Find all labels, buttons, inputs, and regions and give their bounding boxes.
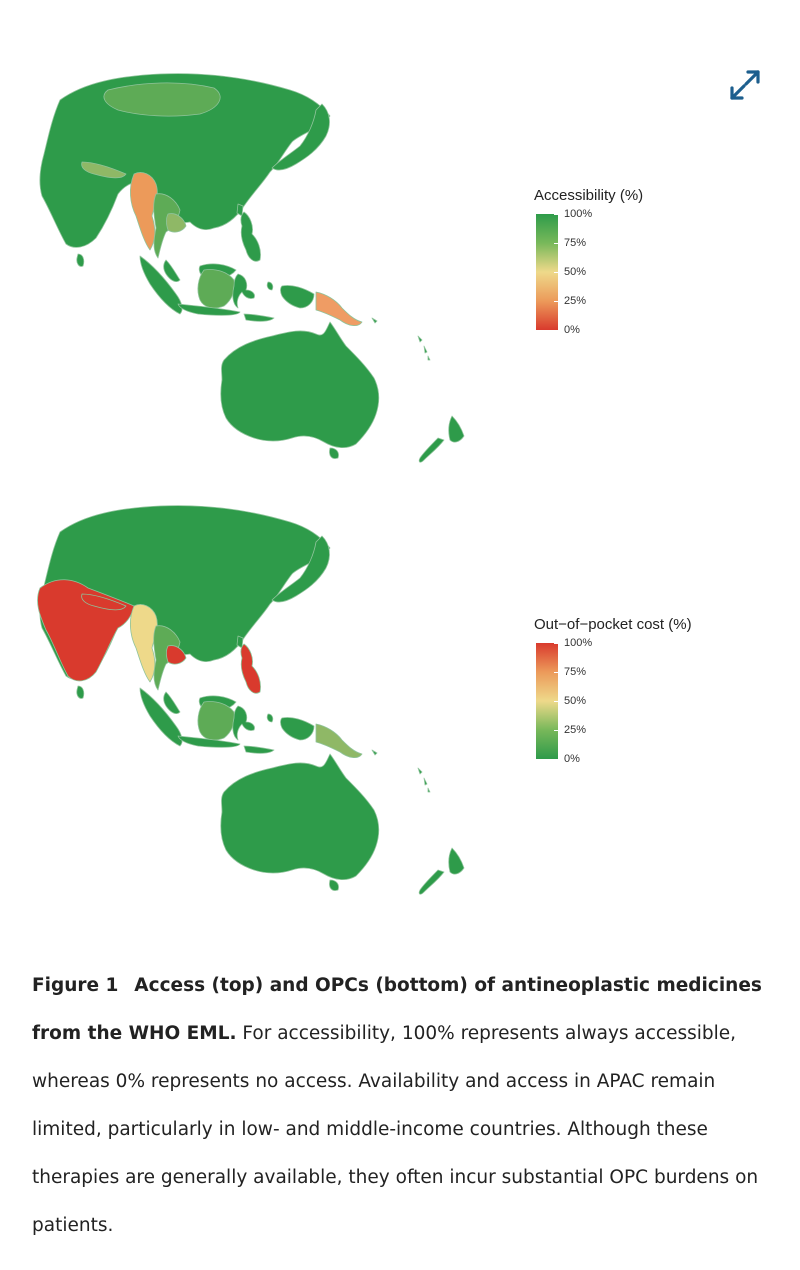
region-australia <box>220 321 380 448</box>
region-sulawesi <box>232 705 255 741</box>
legend-title: Out−of−pocket cost (%) <box>534 616 692 633</box>
region-asia-mainland <box>39 73 331 248</box>
region-papua-new-guinea <box>315 723 363 758</box>
legend-color-bar <box>536 214 558 330</box>
region-papua-new-guinea <box>315 291 363 326</box>
out-of-pocket-map <box>37 505 465 895</box>
region-sri-lanka <box>76 685 85 699</box>
legend-tick-mark <box>554 759 558 760</box>
region-borneo <box>197 269 235 309</box>
region-nepal-bhutan <box>81 161 127 179</box>
legend-color-bar <box>536 643 558 759</box>
legend-tick-label: 50% <box>564 266 587 278</box>
region-new-guinea-west <box>280 717 315 741</box>
region-mongolia <box>103 82 221 117</box>
region-sumatra <box>139 687 183 747</box>
region-pacific-islands <box>371 317 431 361</box>
figure-description: For accessibility, 100% represents alway… <box>32 1023 759 1236</box>
region-sumatra <box>139 255 183 315</box>
legend-tick-mark <box>554 243 558 244</box>
legend-tick-label: 100% <box>564 637 593 649</box>
region-sri-lanka <box>76 253 85 267</box>
region-pacific-islands <box>371 749 431 793</box>
region-java <box>177 735 241 748</box>
legend-tick-mark <box>554 272 558 273</box>
region-java <box>177 303 241 316</box>
region-nepal-bhutan <box>81 593 127 611</box>
region-myanmar <box>130 604 158 683</box>
region-new-guinea-west <box>280 285 315 309</box>
region-borneo <box>197 701 235 741</box>
region-japan <box>271 535 330 603</box>
region-tasmania <box>329 879 339 891</box>
accessibility-map <box>39 73 465 463</box>
region-sulawesi <box>232 273 255 309</box>
legend-tick-label: 0% <box>564 753 580 765</box>
region-east-indonesia-islands <box>243 281 275 322</box>
legend-title: Accessibility (%) <box>534 187 644 204</box>
accessibility-legend: Accessibility (%) 100% 75% 50% 25% 0% <box>534 187 734 336</box>
region-new-zealand <box>418 847 465 895</box>
region-cambodia <box>166 645 187 665</box>
expand-button[interactable] <box>724 64 766 106</box>
legend-tick-mark <box>554 330 558 331</box>
legend-tick-mark <box>554 301 558 302</box>
figure-caption: Figure 1 Access (top) and OPCs (bottom) … <box>32 962 772 1250</box>
region-new-zealand <box>418 415 465 463</box>
legend-tick-mark <box>554 672 558 673</box>
legend-tick-mark <box>554 730 558 731</box>
region-tasmania <box>329 447 339 459</box>
legend-tick-label: 50% <box>564 695 587 707</box>
out-of-pocket-legend: Out−of−pocket cost (%) 100% 75% 50% 25% 0% <box>534 616 734 765</box>
legend-tick-mark <box>554 643 558 644</box>
legend-tick-label: 75% <box>564 666 587 678</box>
figure-title: Access (top) and OPCs (bottom) of antine… <box>32 975 762 1044</box>
legend-tick-mark <box>554 701 558 702</box>
expand-arrows-icon <box>730 70 760 100</box>
figure-label: Figure 1 <box>32 975 119 996</box>
region-philippines <box>240 643 261 694</box>
region-cambodia <box>166 213 187 233</box>
region-australia <box>220 753 380 880</box>
legend-tick-label: 100% <box>564 208 593 220</box>
legend-tick-mark <box>554 214 558 215</box>
region-myanmar <box>130 172 158 251</box>
region-japan <box>271 103 330 171</box>
legend-tick-label: 25% <box>564 295 587 307</box>
region-philippines <box>240 211 261 262</box>
region-east-indonesia-islands <box>243 713 275 754</box>
legend-tick-label: 25% <box>564 724 587 736</box>
legend-tick-label: 75% <box>564 237 587 249</box>
legend-tick-label: 0% <box>564 324 580 336</box>
